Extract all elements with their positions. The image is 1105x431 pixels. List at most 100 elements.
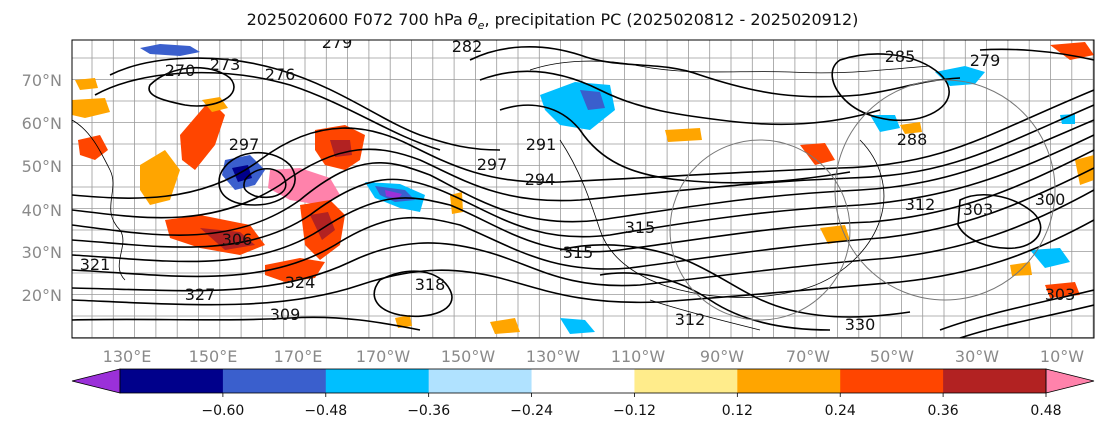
contour-line [94, 71, 441, 151]
contour-line [72, 119, 1094, 236]
longitude-label: 130°W [526, 347, 581, 366]
colorbar-tick-label: 0.48 [1030, 403, 1061, 419]
precip-area [72, 98, 110, 118]
precip-area [310, 212, 335, 240]
colorbar-segment [634, 369, 738, 393]
contour-value-label: 291 [526, 135, 557, 154]
longitude-label: 70°W [786, 347, 830, 366]
contour-line [243, 167, 287, 199]
longitude-labels: 130°E 150°E 170°E 170°W 150°W 130°W 110°W 90°W 7… [103, 347, 1085, 366]
theta-symbol: θ [467, 10, 478, 29]
precip-area [900, 122, 922, 134]
precip-area [1075, 155, 1094, 185]
longitude-label: 90°W [700, 347, 744, 366]
contour-value-label: 294 [525, 170, 556, 189]
longitude-label: 30°W [955, 347, 999, 366]
contour-line [72, 316, 421, 331]
latitude-label: 50°N [22, 157, 62, 176]
latitude-label: 40°N [22, 201, 62, 220]
colorbar-tick-label: 0.12 [722, 403, 753, 419]
contour-line [72, 89, 1094, 199]
precip-area [395, 315, 412, 328]
precip-area [1030, 248, 1070, 268]
colorbar-segment [840, 369, 944, 393]
contour-value-label: 312 [675, 310, 706, 329]
precip-area [180, 100, 225, 170]
contour-value-label: 312 [905, 195, 936, 214]
longitude-label: 170°E [274, 347, 323, 366]
map-frame [71, 39, 1095, 339]
precip-area [935, 66, 985, 86]
contour-line [72, 149, 1094, 263]
contour-value-label: 270 [165, 61, 196, 80]
contour-line [148, 66, 235, 107]
contour-value-label: 297 [229, 135, 260, 154]
contour-value-label: 285 [885, 47, 916, 66]
coastline [529, 60, 931, 74]
coastline [649, 299, 761, 331]
precip-area [265, 258, 325, 282]
longitude-label: 10°W [1040, 347, 1084, 366]
contour-line [218, 151, 296, 206]
contour-line [72, 167, 1094, 278]
colorbar-tick-labels: −0.60 −0.48 −0.36 −0.24 −0.12 0.12 0.24 0.36 0.4… [201, 393, 1062, 419]
precip-area [665, 128, 702, 142]
contour-value-label: 327 [185, 285, 216, 304]
contour-line [499, 104, 851, 184]
colorbar-frame [119, 368, 1047, 394]
precip-area [490, 318, 520, 334]
colorbar-tick-label: −0.12 [613, 403, 656, 419]
contour-value-label: 276 [265, 65, 296, 84]
colorbar-segment [325, 369, 430, 393]
precip-area [560, 318, 595, 334]
precip-area [580, 90, 605, 110]
contour-value-label: 303 [963, 200, 994, 219]
contour-value-label: 306 [222, 230, 253, 249]
longitude-label: 130°E [103, 347, 152, 366]
contour-line [479, 70, 881, 126]
latitude-labels: 70°N 60°N 50°N 40°N 30°N 20°N [22, 71, 62, 305]
coastlines [72, 60, 931, 331]
longitude-label: 150°E [189, 347, 238, 366]
map-title: 2025020600 F072 700 hPa θe, precipitatio… [246, 10, 859, 33]
precip-area [78, 135, 108, 160]
longitude-label: 110°W [611, 347, 666, 366]
contour-value-label: 315 [563, 243, 594, 262]
contour-line [72, 134, 1094, 248]
colorbar-tick-label: −0.60 [201, 403, 244, 419]
precip-area [330, 140, 352, 157]
colorbar-segment [531, 369, 635, 393]
precip-area [800, 143, 835, 165]
contour-line [373, 270, 453, 318]
colorbar [71, 368, 1095, 394]
colorbar-tick-label: −0.24 [510, 403, 553, 419]
contour-line [72, 189, 1094, 292]
contour-value-label: 330 [845, 315, 876, 334]
longitude-label: 170°W [356, 347, 411, 366]
contour-line [559, 244, 911, 318]
contour-value-label: 273 [210, 55, 241, 74]
projection-circle [834, 79, 1056, 301]
contour-value-label: 318 [415, 275, 446, 294]
colorbar-segment [737, 369, 841, 393]
contour-value-label: 297 [477, 155, 508, 174]
colorbar-segment [943, 369, 1047, 393]
contour-value-label: 315 [625, 218, 656, 237]
contour-line [109, 57, 501, 151]
contour-line [939, 289, 1094, 331]
contour-labels: 279 282 270 273 276 297 297 294 288 291 306 303 300 3… [80, 37, 1076, 334]
contour-value-label: 303 [1045, 285, 1076, 304]
projection-circle [669, 139, 851, 321]
contour-line [72, 104, 1094, 219]
longitude-label: 50°W [870, 347, 914, 366]
precip-area [385, 190, 402, 199]
contour-value-label: 288 [897, 130, 928, 149]
contour-value-label: 282 [452, 37, 483, 56]
colorbar-segment [428, 369, 533, 393]
precip-area [1050, 42, 1094, 60]
precip-area [1060, 114, 1075, 124]
contour-line [72, 219, 1094, 306]
contour-value-label: 309 [270, 305, 301, 324]
contour-line [831, 53, 950, 122]
